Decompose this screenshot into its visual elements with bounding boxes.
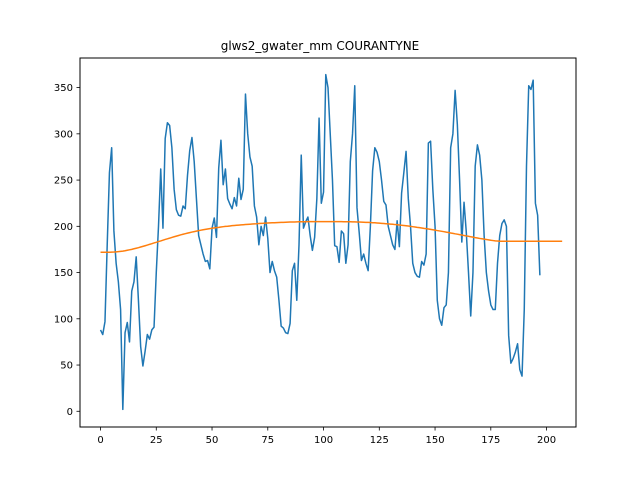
y-tick-label: 100: [54, 314, 73, 325]
x-tick-label: 25: [150, 435, 163, 446]
y-axis: 0 50 100 150 200 250 300 350: [54, 83, 80, 418]
x-tick-label: 175: [481, 435, 500, 446]
y-tick-label: 200: [54, 222, 73, 233]
x-tick-label: 75: [261, 435, 274, 446]
series-line-smooth: [100, 220, 563, 253]
y-tick-label: 150: [54, 268, 73, 279]
x-tick-label: 100: [314, 435, 333, 446]
chart-title: glws2_gwater_mm COURANTYNE: [221, 39, 420, 53]
x-tick-label: 200: [537, 435, 556, 446]
y-tick-label: 50: [60, 361, 73, 372]
x-tick-label: 50: [206, 435, 219, 446]
x-tick-label: 0: [97, 435, 103, 446]
y-tick-label: 250: [54, 176, 73, 187]
y-tick-label: 300: [54, 129, 73, 140]
x-axis: 0 25 50 75 100 125 150 175 200: [97, 427, 556, 446]
x-tick-label: 150: [426, 435, 445, 446]
x-tick-label: 125: [370, 435, 389, 446]
series-line-raw: [99, 73, 541, 411]
y-tick-label: 0: [67, 407, 73, 418]
y-tick-label: 350: [54, 83, 73, 94]
plot-area-frame: [79, 57, 577, 428]
series-layer: [99, 73, 563, 411]
